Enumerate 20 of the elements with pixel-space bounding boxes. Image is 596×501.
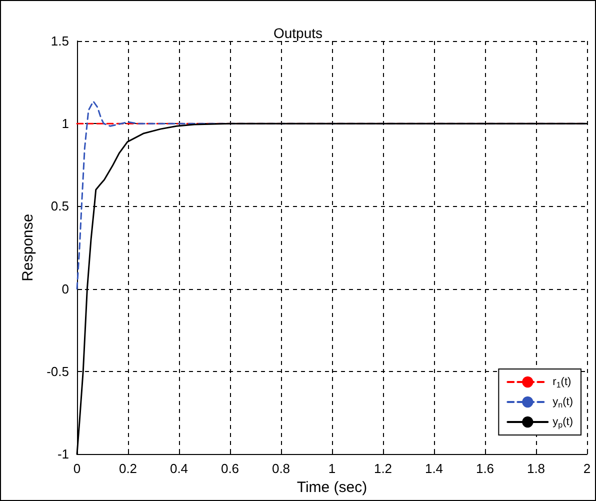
y-tick-label: 1.5	[50, 34, 69, 48]
x-tick-label: 1.2	[374, 461, 392, 476]
chart-title: Outputs	[273, 25, 323, 41]
x-axis-title: Time (sec)	[296, 479, 368, 496]
y-tick-label: -0.5	[46, 364, 69, 379]
x-tick-label: 1.6	[476, 461, 494, 476]
y-tick-label: 1	[62, 116, 69, 132]
x-tick-label: 0.4	[170, 461, 188, 476]
x-tick-label: 1.4	[424, 461, 444, 476]
x-tick-label: 0.6	[220, 461, 240, 476]
x-tick-label: 0	[73, 461, 81, 476]
x-tick-label: 0.2	[118, 461, 138, 476]
x-tick-label: 1	[328, 461, 336, 476]
y-axis-title: Response	[20, 214, 37, 282]
x-tick-label: 2	[583, 461, 591, 476]
y-tick-label: 0.5	[50, 198, 69, 214]
y-tick-label: 0	[62, 281, 69, 296]
x-tick-label: 0.8	[272, 461, 290, 476]
y-tick-label: -1	[57, 446, 69, 462]
x-tick-label: 1.8	[526, 461, 546, 476]
